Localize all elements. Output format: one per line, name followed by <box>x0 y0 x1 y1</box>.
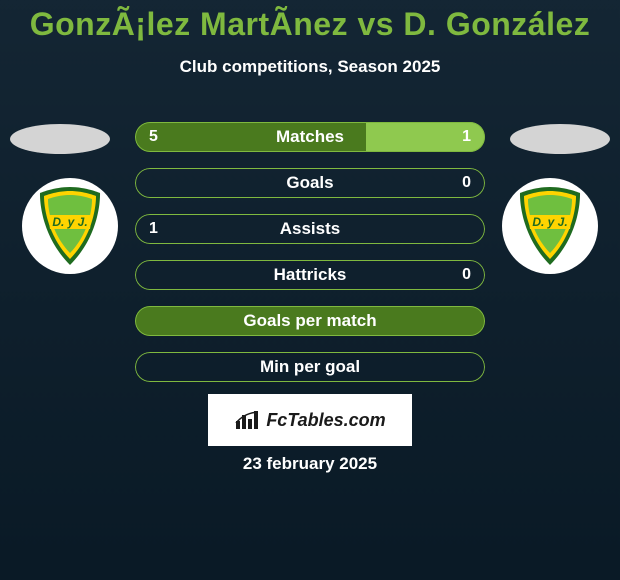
stat-bar: Goals per match <box>135 306 485 336</box>
stat-bar: Min per goal <box>135 352 485 382</box>
stat-bar: Matches5 1 <box>135 122 485 152</box>
player-photo-right-placeholder <box>510 124 610 154</box>
stat-bars: Matches51Goals0Assists1Hattricks0Goals p… <box>135 122 485 398</box>
player-photo-left-placeholder <box>10 124 110 154</box>
shield-icon: D. y J. <box>514 185 586 267</box>
svg-text:D. y J.: D. y J. <box>52 215 87 229</box>
page-title: GonzÃ¡lez MartÃ­nez vs D. González <box>0 0 620 43</box>
bar-label: Assists <box>135 214 485 244</box>
shield-icon: D. y J. <box>34 185 106 267</box>
bar-label: Matches <box>135 122 485 152</box>
bar-value-left: 5 <box>149 122 158 152</box>
club-badge-left: D. y J. <box>22 178 118 274</box>
bar-label: Min per goal <box>135 352 485 382</box>
date-stamp: 23 february 2025 <box>0 454 620 474</box>
content-root: GonzÃ¡lez MartÃ­nez vs D. González Club … <box>0 0 620 580</box>
bar-value-right: 1 <box>462 122 471 152</box>
subtitle: Club competitions, Season 2025 <box>0 57 620 77</box>
bar-value-right: 0 <box>462 168 471 198</box>
stat-bar: Goals0 <box>135 168 485 198</box>
bar-label: Goals <box>135 168 485 198</box>
bar-label: Hattricks <box>135 260 485 290</box>
branding-text: FcTables.com <box>266 410 385 431</box>
branding-box: FcTables.com <box>208 394 412 446</box>
stat-bar: Hattricks0 <box>135 260 485 290</box>
bar-value-left: 1 <box>149 214 158 244</box>
bar-value-right: 0 <box>462 260 471 290</box>
stat-bar: Assists1 <box>135 214 485 244</box>
club-badge-right: D. y J. <box>502 178 598 274</box>
bar-label: Goals per match <box>135 306 485 336</box>
fctables-logo-icon <box>234 409 262 431</box>
svg-text:D. y J.: D. y J. <box>532 215 567 229</box>
